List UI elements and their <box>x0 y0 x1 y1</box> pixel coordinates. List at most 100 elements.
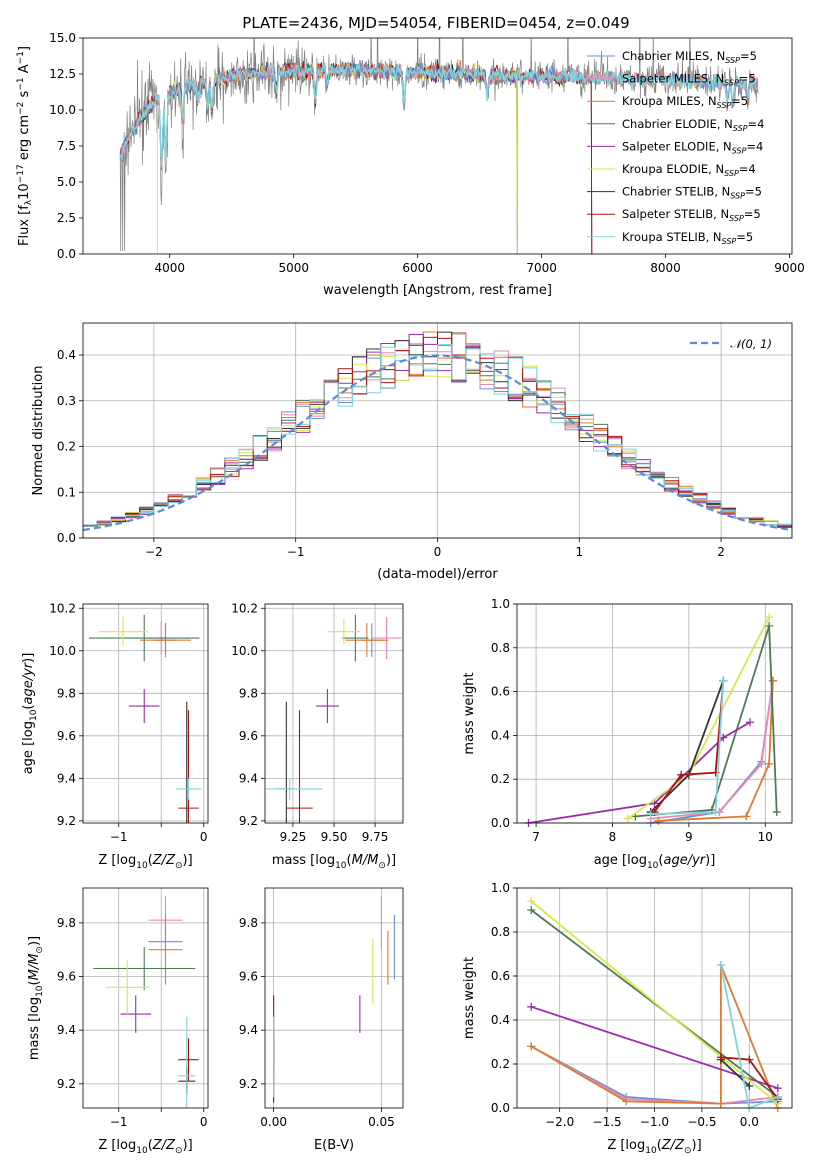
mass-vs-Z-frame <box>82 887 209 1109</box>
mass-weight-vs-age-xlabel: age [log10(age/yr)] <box>594 853 716 871</box>
y-tick-label: 0.1 <box>57 485 76 499</box>
mass-weight-marker <box>768 676 777 685</box>
legend-label-part: SSP <box>717 101 732 110</box>
legend-label-part: SSP <box>729 214 744 223</box>
errorbar-salpeter_miles <box>371 616 402 660</box>
y-tick-label: 12.5 <box>49 67 76 81</box>
legend-label: Chabrier STELIB, NSSP=5 <box>622 185 762 201</box>
x-tick-label: 6000 <box>402 261 433 275</box>
errorbar-kroupa_stelib <box>178 1016 196 1108</box>
mass-weight-marker <box>719 676 728 685</box>
mass-weight-marker <box>716 961 725 969</box>
x-tick-label: 0.0 <box>740 1115 759 1129</box>
figure-title: PLATE=2436, MJD=54054, FIBERID=0454, z=0… <box>242 14 629 32</box>
legend-label-part: =5 <box>740 49 757 63</box>
legend-label-part: Kroupa STELIB, N <box>622 230 722 244</box>
legend-label: Kroupa STELIB, NSSP=5 <box>622 230 753 246</box>
label-part: Z [log <box>98 853 136 868</box>
age-vs-Z-frame <box>82 603 209 824</box>
ylabel-part: −1 <box>16 77 26 90</box>
label-part: mass [log <box>272 853 335 868</box>
label-part: age/yr <box>663 853 706 868</box>
x-tick-label: 0.05 <box>368 1115 395 1129</box>
y-tick-label: 0.2 <box>57 440 76 454</box>
y-tick-label: 10.2 <box>231 601 258 615</box>
x-tick-label: −0.5 <box>687 1115 716 1129</box>
mass-weight-marker <box>745 718 754 727</box>
y-tick-label: 10.0 <box>231 644 258 658</box>
mass-weight-vs-Z-ylabel: mass weight <box>462 957 477 1039</box>
y-tick-label: 9.2 <box>57 1077 76 1091</box>
errorbar-kroupa_elodie <box>327 618 361 645</box>
x-tick-label: 0.00 <box>260 1115 287 1129</box>
x-tick-label: 7000 <box>526 261 557 275</box>
mass-weight-line-salpeter_miles <box>530 1045 778 1105</box>
mass-vs-ebv-frame <box>264 887 404 1109</box>
x-tick-label: 9.25 <box>280 830 307 844</box>
mass-weight-marker <box>765 759 774 768</box>
mass-weight-marker <box>745 1082 754 1090</box>
label-part: )] <box>692 1138 702 1153</box>
x-tick-label: 1 <box>575 545 583 559</box>
spectrum-axes: 4000 5000 6000 7000 8000 9000 0.0 2.5 5.0 7.5 10.0… <box>49 31 805 275</box>
errorbar-salpeter_stelib <box>178 1038 199 1082</box>
legend-label-part: SSP <box>724 169 739 178</box>
mass-vs-ebv-axes: 0.00 0.05 9.2 9.4 9.6 9.8 <box>239 888 403 1129</box>
x-tick-label: −1 <box>110 1115 128 1129</box>
mass-weight-marker <box>654 816 663 825</box>
label-part: ( <box>21 705 36 710</box>
label-part: ( <box>347 853 352 868</box>
age-vs-mass-xlabel: mass [log10(M/M⊙)] <box>272 853 396 871</box>
label-part: ( <box>657 1138 662 1153</box>
x-tick-label: 0 <box>434 545 442 559</box>
y-tick-label: 9.2 <box>239 1077 258 1091</box>
legend-label-part: Kroupa ELODIE, N <box>622 162 724 176</box>
label-part: 10 <box>335 861 347 871</box>
y-tick-label: 0.0 <box>491 816 510 830</box>
mass-weight-marker <box>527 897 536 906</box>
y-tick-label: 9.8 <box>239 686 258 700</box>
mass-weight-marker <box>646 810 655 819</box>
label-part: 10 <box>35 985 45 997</box>
mass-vs-Z-ylabel: mass [log10(M/M⊙)] <box>27 936 45 1060</box>
mass-weight-line-salpeter_elodie <box>528 721 751 823</box>
y-tick-label: 0.0 <box>57 247 76 261</box>
errorbar-kroupa_miles <box>139 623 191 658</box>
ylabel-part: s <box>17 90 32 101</box>
age-vs-mass-axes: 9.25 9.50 9.75 9.2 9.4 9.6 9.8 10.0 10.2 <box>231 601 403 844</box>
histogram-frame <box>82 322 793 539</box>
mass-weight-line-chabrier_stelib <box>650 680 725 813</box>
mass-weight-line-kroupa_elodie <box>627 616 770 820</box>
legend-label-part: SSP <box>733 124 748 133</box>
mass-vs-Z-xlabel: Z [log10(Z/Z⊙)] <box>98 1138 192 1156</box>
mass-vs-Z-axes: −1 0 9.2 9.4 9.6 9.8 <box>57 888 208 1129</box>
histogram-kroupa_stelib <box>83 344 792 538</box>
label-part: 10 <box>136 1146 148 1156</box>
residual-histogram-axes: −2 −1 0 1 2 0.0 0.1 0.2 0.3 0.4 <box>57 323 792 559</box>
label-part: Z [log <box>98 1138 136 1153</box>
y-tick-label: 7.5 <box>57 139 76 153</box>
mass-weight-vs-Z-axes: −2.0 −1.5 −1.0 −0.5 0.0 0.0 0.2 0.4 0.6 0.8 1.0 <box>491 881 792 1129</box>
errorbar-chabrier_elodie <box>342 614 369 662</box>
mass-weight-line-chabrier_miles <box>530 1045 778 1105</box>
mass-weight-line-chabrier_miles <box>650 680 774 823</box>
x-tick-label: −2.0 <box>545 1115 574 1129</box>
label-part: )] <box>183 1138 193 1153</box>
y-tick-label: 9.6 <box>57 970 76 984</box>
ylabel-part: −1 <box>16 51 26 64</box>
y-tick-label: 9.4 <box>239 771 258 785</box>
panels: 4000 5000 6000 7000 8000 90000.02.55.07.510.0… <box>16 31 805 1156</box>
legend-label-part: Chabrier MILES, N <box>622 49 725 63</box>
y-tick-label: 0.3 <box>57 394 76 408</box>
label-part: Z/Z <box>661 1138 685 1153</box>
errorbar-kroupa_elodie <box>99 616 147 647</box>
legend-label-part: Chabrier STELIB, N <box>622 185 730 199</box>
ylabel-part: A <box>17 64 32 77</box>
mass-weight-marker <box>757 759 766 768</box>
label-part: Z [log <box>607 1138 645 1153</box>
errorbar-salpeter_stelib <box>286 710 313 823</box>
ylabel-part: Flux [f <box>17 205 32 246</box>
y-tick-label: 9.2 <box>57 814 76 828</box>
mass-weight-marker <box>527 906 536 914</box>
mass-weight-marker <box>772 808 781 817</box>
